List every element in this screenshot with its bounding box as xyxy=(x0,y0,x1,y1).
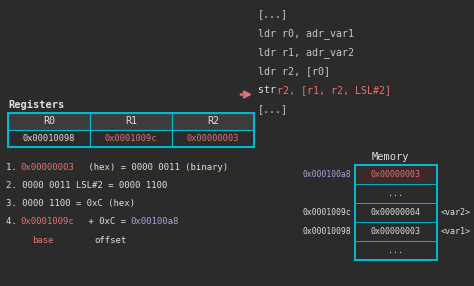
Text: (hex) = 0000 0011 (binary): (hex) = 0000 0011 (binary) xyxy=(83,163,228,172)
Bar xyxy=(355,184,437,203)
Text: 0x00000003: 0x00000003 xyxy=(20,163,74,172)
Text: [...]: [...] xyxy=(258,104,288,114)
Text: <var1>: <var1> xyxy=(441,227,471,236)
Text: Memory: Memory xyxy=(371,152,409,162)
Text: 0x00000004: 0x00000004 xyxy=(371,208,421,217)
Text: r2, [r1, r2, LSL#2]: r2, [r1, r2, LSL#2] xyxy=(277,85,391,95)
Text: Registers: Registers xyxy=(8,100,64,110)
Text: 1.: 1. xyxy=(6,163,22,172)
Text: 0x00010098: 0x00010098 xyxy=(302,227,351,236)
Text: 2. 0000 0011 LSL#2 = 0000 1100: 2. 0000 0011 LSL#2 = 0000 1100 xyxy=(6,181,167,190)
Text: 0x00100a8: 0x00100a8 xyxy=(130,217,178,226)
Bar xyxy=(172,113,254,130)
Text: [...]: [...] xyxy=(258,9,288,19)
Text: 0x00000003: 0x00000003 xyxy=(371,170,421,179)
Bar xyxy=(8,130,90,147)
Text: base: base xyxy=(32,236,54,245)
Text: 0x0001009c: 0x0001009c xyxy=(105,134,157,143)
Bar xyxy=(90,130,172,147)
Text: 4.: 4. xyxy=(6,217,22,226)
Text: <var2>: <var2> xyxy=(441,208,471,217)
Text: ldr r1, adr_var2: ldr r1, adr_var2 xyxy=(258,47,354,58)
Text: 3. 0000 1100 = 0xC (hex): 3. 0000 1100 = 0xC (hex) xyxy=(6,199,135,208)
Text: ...: ... xyxy=(389,246,403,255)
Text: R2: R2 xyxy=(207,116,219,126)
Text: str: str xyxy=(258,85,282,95)
Bar xyxy=(90,113,172,130)
Text: 0x00000003: 0x00000003 xyxy=(371,227,421,236)
Bar xyxy=(8,113,254,147)
Text: ldr r0, adr_var1: ldr r0, adr_var1 xyxy=(258,28,354,39)
Text: 0x00010098: 0x00010098 xyxy=(23,134,75,143)
Bar xyxy=(355,165,437,260)
Bar xyxy=(355,203,437,222)
Text: R0: R0 xyxy=(43,116,55,126)
Bar xyxy=(8,113,90,130)
Text: 0x00000003: 0x00000003 xyxy=(187,134,239,143)
Text: R1: R1 xyxy=(125,116,137,126)
Text: ...: ... xyxy=(389,189,403,198)
Text: 0x0001009c: 0x0001009c xyxy=(302,208,351,217)
Text: 0x0001009c: 0x0001009c xyxy=(20,217,74,226)
Bar xyxy=(172,130,254,147)
Text: ldr r2, [r0]: ldr r2, [r0] xyxy=(258,66,330,76)
Text: 0x000100a8: 0x000100a8 xyxy=(302,170,351,179)
Text: offset: offset xyxy=(94,236,126,245)
Bar xyxy=(355,165,437,184)
Bar xyxy=(355,241,437,260)
Text: + 0xC =: + 0xC = xyxy=(83,217,131,226)
Bar xyxy=(355,222,437,241)
